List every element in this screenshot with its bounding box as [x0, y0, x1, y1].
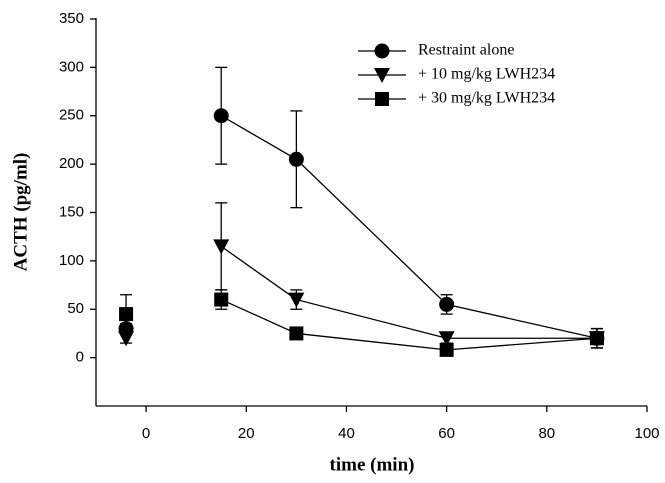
marker — [213, 239, 230, 255]
y-tick-label: 100 — [59, 252, 84, 269]
marker — [375, 92, 389, 106]
marker — [213, 108, 229, 124]
y-tick-label: 150 — [59, 203, 84, 220]
y-tick-label: 350 — [59, 10, 84, 27]
y-tick-label: 300 — [59, 58, 84, 75]
series-line — [220, 298, 597, 351]
series-line — [220, 245, 597, 339]
x-axis-title: time (min) — [330, 454, 415, 475]
marker — [589, 331, 604, 346]
marker — [438, 331, 455, 347]
marker — [289, 326, 304, 341]
x-tick-label: 100 — [634, 425, 659, 442]
y-tick-label: 250 — [59, 107, 84, 124]
x-tick-label: 0 — [142, 425, 150, 442]
marker — [288, 292, 305, 308]
y-tick-label: 50 — [67, 300, 84, 317]
marker — [118, 331, 135, 347]
x-tick-label: 60 — [438, 425, 455, 442]
legend-label: Restraint alone — [418, 42, 514, 59]
marker — [288, 151, 304, 167]
marker — [374, 68, 390, 83]
legend-label: + 30 mg/kg LWH234 — [418, 90, 555, 107]
x-tick-label: 80 — [538, 425, 555, 442]
y-axis-title: ACTH (pg/ml) — [10, 153, 31, 272]
legend-label: + 10 mg/kg LWH234 — [418, 66, 555, 83]
y-tick-label: 200 — [59, 155, 84, 172]
marker — [119, 307, 134, 322]
series-line — [220, 115, 598, 339]
marker — [374, 43, 390, 59]
y-tick-label: 0 — [76, 349, 84, 366]
marker — [439, 296, 455, 312]
marker — [439, 342, 454, 357]
marker — [214, 292, 229, 307]
x-tick-label: 20 — [238, 425, 255, 442]
x-tick-label: 40 — [338, 425, 355, 442]
